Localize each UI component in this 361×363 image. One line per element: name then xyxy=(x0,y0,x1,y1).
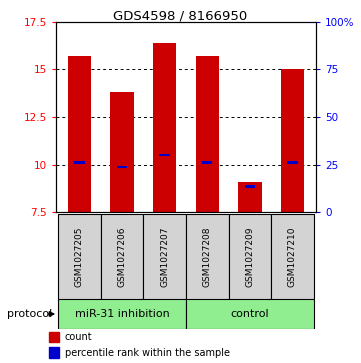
FancyBboxPatch shape xyxy=(186,299,314,329)
FancyBboxPatch shape xyxy=(58,299,186,329)
Text: GSM1027210: GSM1027210 xyxy=(288,227,297,287)
Bar xyxy=(196,56,219,212)
Bar xyxy=(117,166,127,168)
Bar xyxy=(49,332,60,342)
Text: protocol: protocol xyxy=(7,309,52,319)
Bar xyxy=(244,185,255,188)
Bar xyxy=(49,347,60,358)
Bar xyxy=(202,161,213,164)
FancyBboxPatch shape xyxy=(101,214,143,299)
Text: GSM1027205: GSM1027205 xyxy=(75,227,84,287)
FancyBboxPatch shape xyxy=(186,214,229,299)
FancyBboxPatch shape xyxy=(271,214,314,299)
Text: GSM1027207: GSM1027207 xyxy=(160,227,169,287)
Text: GSM1027206: GSM1027206 xyxy=(117,227,126,287)
Bar xyxy=(238,182,262,212)
Text: GDS4598 / 8166950: GDS4598 / 8166950 xyxy=(113,9,248,22)
FancyBboxPatch shape xyxy=(229,214,271,299)
FancyBboxPatch shape xyxy=(58,214,101,299)
Bar xyxy=(110,92,134,212)
Bar xyxy=(68,56,91,212)
Text: miR-31 inhibition: miR-31 inhibition xyxy=(75,309,169,319)
Text: control: control xyxy=(231,309,269,319)
Bar xyxy=(153,43,176,212)
Bar xyxy=(74,161,85,164)
Text: percentile rank within the sample: percentile rank within the sample xyxy=(65,348,230,358)
FancyBboxPatch shape xyxy=(143,214,186,299)
Bar xyxy=(287,161,298,164)
Text: GSM1027209: GSM1027209 xyxy=(245,227,255,287)
Text: count: count xyxy=(65,332,92,342)
Bar xyxy=(159,154,170,156)
Text: GSM1027208: GSM1027208 xyxy=(203,227,212,287)
Bar xyxy=(281,69,304,212)
